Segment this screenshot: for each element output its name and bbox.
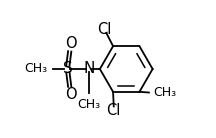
- Text: CH₃: CH₃: [153, 86, 176, 99]
- Text: CH₃: CH₃: [78, 99, 101, 112]
- Text: Cl: Cl: [97, 22, 111, 37]
- Text: CH₃: CH₃: [24, 63, 47, 75]
- Text: N: N: [83, 62, 95, 76]
- Text: Cl: Cl: [106, 103, 121, 118]
- Text: O: O: [65, 87, 77, 102]
- Text: O: O: [65, 36, 77, 51]
- Text: S: S: [63, 62, 72, 76]
